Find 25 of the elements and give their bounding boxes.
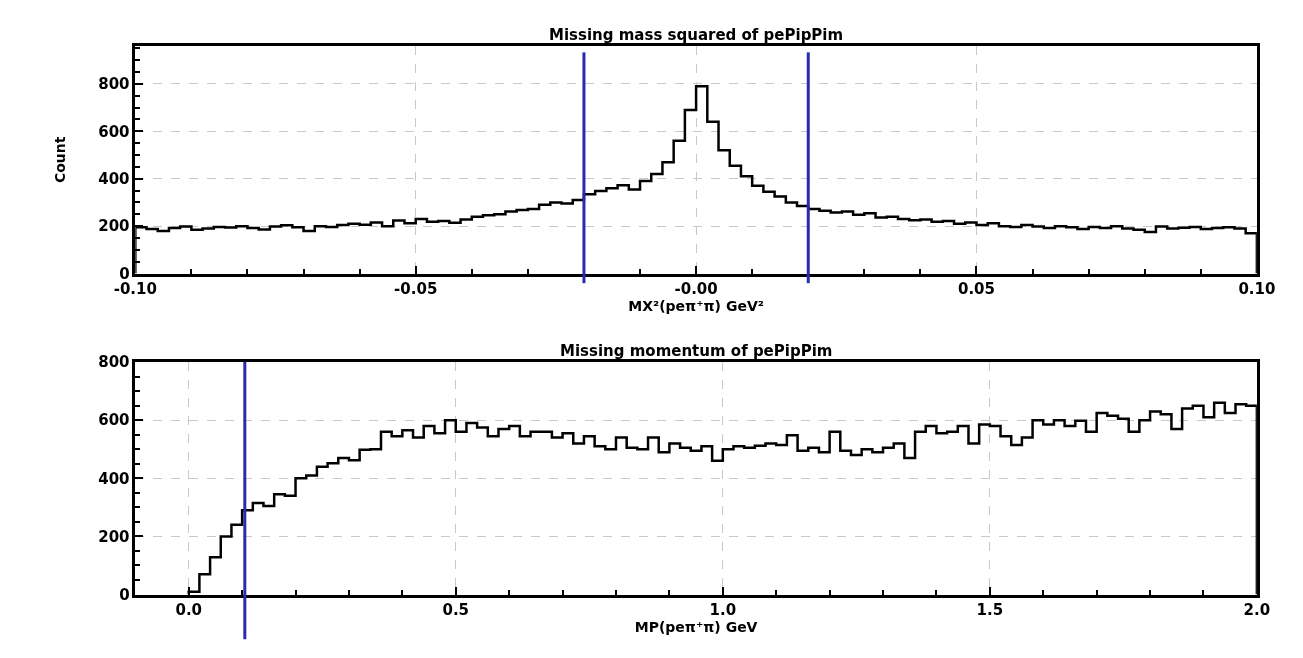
x-tick-label: 0.0 — [175, 601, 203, 620]
x-tick-label: -0.10 — [113, 280, 157, 299]
y-axis-title: Count — [51, 136, 68, 184]
chart-title: Missing momentum of pePipPim — [560, 342, 833, 360]
x-tick-label: -0.05 — [394, 280, 438, 299]
y-tick-label: 600 — [98, 122, 130, 141]
x-axis-title: MX²(peπ⁺π) GeV² — [628, 298, 764, 315]
y-tick-label: 400 — [98, 169, 130, 188]
y-tick-label: 0 — [119, 264, 130, 283]
y-tick-label: 0 — [119, 585, 130, 604]
y-tick-label: 400 — [98, 469, 130, 488]
x-tick-label: 2.0 — [1243, 601, 1271, 620]
y-tick-label: 200 — [98, 217, 130, 236]
y-tick-label: 800 — [98, 75, 130, 94]
x-tick-label: 0.10 — [1238, 280, 1276, 299]
y-tick-label: 600 — [98, 411, 130, 430]
chart-title: Missing mass squared of pePipPim — [549, 26, 844, 44]
x-tick-label: 0.5 — [442, 601, 470, 620]
x-tick-label: -0.00 — [674, 280, 718, 299]
x-tick-label: 0.05 — [957, 280, 995, 299]
x-tick-label: 1.5 — [976, 601, 1004, 620]
x-axis-title: MP(peπ⁺π) GeV — [634, 619, 758, 636]
x-tick-label: 1.0 — [709, 601, 737, 620]
y-tick-label: 200 — [98, 527, 130, 546]
y-tick-label: 800 — [98, 353, 130, 372]
